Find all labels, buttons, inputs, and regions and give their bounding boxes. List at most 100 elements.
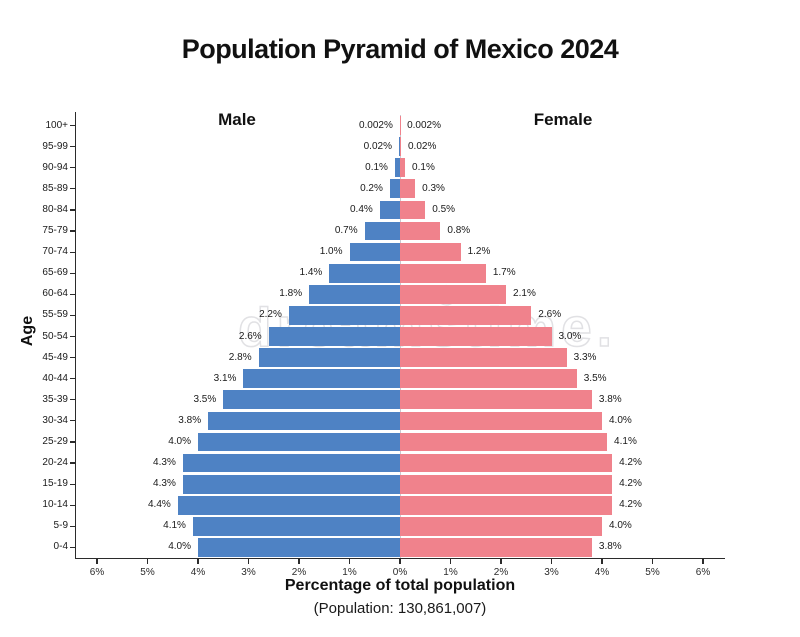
x-axis-title: Percentage of total population [284, 577, 516, 594]
female-bar [400, 453, 613, 473]
age-group-label: 30-34 [42, 414, 68, 426]
x-axis-tick-label: 2% [291, 567, 307, 578]
x-axis-tick-label: 2% [493, 567, 509, 578]
female-value-label: 3.3% [573, 351, 597, 363]
female-bar [400, 284, 507, 304]
male-value-label: 1.4% [299, 267, 323, 279]
male-bar [329, 263, 400, 283]
female-value-label: 1.7% [492, 267, 516, 279]
x-axis-tick-label: 1% [443, 567, 458, 578]
x-axis-tick [702, 559, 704, 564]
female-bar [400, 411, 602, 431]
male-bar [349, 242, 400, 262]
y-axis-tick [70, 230, 75, 232]
female-value-label: 4.0% [609, 414, 632, 426]
male-value-label: 0.4% [350, 203, 373, 215]
female-value-label: 3.5% [583, 372, 607, 384]
y-axis-tick [70, 356, 75, 359]
female-value-label: 2.6% [538, 309, 562, 321]
age-group-label: 0-4 [53, 541, 68, 553]
male-value-label: 0.7% [334, 225, 358, 237]
age-group-label: 75-79 [42, 225, 68, 237]
age-group-label: 40-44 [42, 372, 68, 384]
male-bar [379, 200, 400, 220]
female-value-label: 3.8% [598, 541, 622, 553]
age-group-label: 10-14 [42, 499, 68, 511]
x-axis-tick [146, 559, 149, 564]
male-side-header: Male [218, 110, 256, 129]
male-bar [177, 495, 400, 515]
y-axis-tick [70, 188, 75, 190]
x-axis-line [75, 558, 725, 560]
x-axis-tick-label: 1% [342, 567, 357, 578]
male-bar [258, 348, 400, 367]
y-axis-tick [70, 546, 75, 549]
female-bar [400, 327, 552, 346]
female-value-label: 3.0% [558, 330, 582, 342]
female-bar [400, 369, 577, 389]
x-axis-tick-label: 5% [645, 567, 660, 578]
female-bar [400, 263, 486, 283]
female-bar [400, 221, 441, 241]
age-group-label: 5-9 [53, 520, 68, 532]
y-axis-tick [70, 441, 75, 443]
female-value-label: 0.5% [432, 203, 456, 215]
female-value-label: 0.002% [407, 119, 442, 131]
female-value-label: 4.0% [609, 520, 632, 532]
male-value-label: 0.1% [365, 161, 388, 173]
y-axis-line [75, 112, 77, 558]
age-group-label: 85-89 [42, 182, 68, 194]
y-axis-tick [70, 525, 75, 527]
x-axis-tick-label: 5% [140, 567, 155, 578]
female-bar [400, 179, 416, 199]
x-axis-tick-label: 6% [89, 567, 105, 578]
female-value-label: 3.8% [598, 393, 622, 405]
male-bar [198, 432, 400, 452]
female-bar [400, 137, 401, 156]
male-bar [268, 327, 400, 346]
age-group-label: 95-99 [42, 140, 68, 152]
x-axis-tick [449, 559, 452, 564]
x-axis-tick [298, 559, 300, 564]
male-value-label: 0.02% [363, 140, 392, 152]
male-bar [309, 284, 400, 304]
male-bar [389, 179, 400, 199]
male-value-label: 4.3% [153, 478, 176, 490]
y-axis-tick [70, 399, 75, 401]
female-bar [400, 200, 426, 220]
male-value-label: 2.8% [228, 351, 252, 363]
y-axis-tick [70, 462, 75, 464]
male-value-label: 4.4% [148, 499, 171, 511]
male-bar [288, 306, 400, 325]
male-bar [182, 453, 400, 473]
male-value-label: 0.002% [358, 119, 393, 131]
y-axis-tick [70, 124, 75, 127]
y-axis-tick [70, 504, 75, 506]
male-value-label: 1.0% [319, 246, 343, 258]
y-axis-tick [70, 146, 75, 148]
age-group-label: 80-84 [42, 203, 68, 215]
x-axis-tick-label: 0% [392, 567, 408, 578]
male-value-label: 2.6% [238, 330, 262, 342]
x-axis-tick-label: 3% [544, 567, 559, 578]
age-group-label: 20-24 [42, 457, 68, 469]
x-axis-tick [651, 559, 654, 564]
male-bar [223, 390, 400, 410]
male-value-label: 4.1% [163, 520, 186, 532]
female-value-label: 0.02% [408, 140, 437, 152]
y-axis-tick [70, 314, 75, 316]
x-axis-tick [247, 559, 250, 564]
age-group-label: 65-69 [42, 267, 68, 279]
age-group-label: 15-19 [42, 478, 68, 490]
female-value-label: 4.2% [619, 457, 642, 469]
x-axis-tick [550, 559, 553, 564]
female-bar [400, 495, 613, 515]
male-bar [198, 538, 400, 557]
female-value-label: 4.1% [614, 435, 637, 447]
male-value-label: 3.8% [178, 414, 202, 426]
male-value-label: 1.8% [279, 288, 303, 300]
female-bar [400, 158, 406, 178]
y-axis-tick [70, 483, 75, 485]
female-value-label: 0.1% [412, 161, 435, 173]
